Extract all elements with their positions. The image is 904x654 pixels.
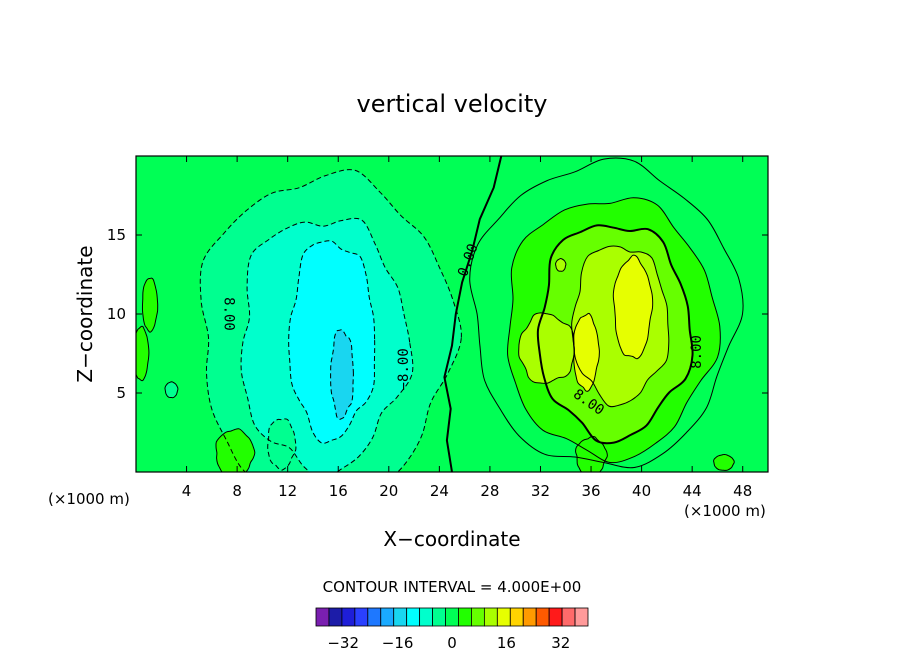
contour-line-8 xyxy=(612,254,654,360)
colorbar-swatch-16 xyxy=(522,607,537,627)
contour-label-1: −8.00 xyxy=(396,348,412,390)
colorbar-label-1: −16 xyxy=(382,634,414,652)
colorbar-swatch-20 xyxy=(574,607,589,627)
colorbar-swatch-7 xyxy=(406,607,421,627)
colorbar: −32 −16 0 16 32 xyxy=(315,607,589,652)
colorbar-swatch-19 xyxy=(561,607,576,627)
contour-region-17 xyxy=(713,454,735,471)
x-tick-label-3: 16 xyxy=(329,482,348,500)
contour-label-4: 8.00 xyxy=(689,335,705,369)
x-tick-label-6: 28 xyxy=(480,482,499,500)
contour-line-17 xyxy=(713,453,735,471)
x-tick-label-7: 32 xyxy=(531,482,550,500)
contour-line-14 xyxy=(215,428,256,472)
contour-interval-text: CONTOUR INTERVAL = 4.000E+00 xyxy=(323,578,582,596)
x-tick-label-2: 12 xyxy=(278,482,297,500)
contour-region-10 xyxy=(518,312,575,384)
colorbar-swatch-0 xyxy=(315,607,330,627)
y-tick-label-1: 10 xyxy=(107,305,126,323)
contour-line-2 xyxy=(288,240,376,444)
contour-line-5 xyxy=(507,197,721,464)
colorbar-label-0: −32 xyxy=(327,634,359,652)
contour-line-16 xyxy=(575,435,608,472)
contour-field: 8.00−8.000.008.008.00 xyxy=(136,156,768,472)
contour-line-15 xyxy=(267,418,297,471)
y-tick-label-0: 5 xyxy=(116,384,126,402)
colorbar-swatch-1 xyxy=(328,607,343,627)
colorbar-label-2: 0 xyxy=(447,634,457,652)
contour-line-18 xyxy=(555,257,567,272)
colorbar-swatch-15 xyxy=(509,607,524,627)
zero-contour-line xyxy=(443,156,503,472)
contour-region-9 xyxy=(573,313,600,392)
contour-region-15 xyxy=(267,418,296,471)
x-tick-label-10: 44 xyxy=(683,482,702,500)
colorbar-swatch-18 xyxy=(548,607,563,627)
colorbar-swatch-13 xyxy=(483,607,498,627)
contour-region-2 xyxy=(288,240,375,444)
colorbar-swatch-10 xyxy=(445,607,459,627)
contour-region-11 xyxy=(142,278,158,333)
colorbar-swatch-5 xyxy=(380,607,395,627)
contour-line-12 xyxy=(136,325,150,382)
colorbar-swatch-3 xyxy=(354,607,369,627)
colorbar-swatch-9 xyxy=(432,607,446,627)
x-unit-left: (×1000 m) xyxy=(48,490,130,508)
contour-line-3 xyxy=(330,329,354,420)
colorbar-swatch-17 xyxy=(535,607,550,627)
colorbar-swatch-12 xyxy=(471,607,485,627)
colorbar-label-3: 16 xyxy=(497,634,516,652)
contour-line-7 xyxy=(571,245,670,408)
colorbar-swatch-6 xyxy=(393,607,408,627)
x-axis: 4 8 12 16 20 24 28 32 36 40 44 48 xyxy=(182,156,752,500)
x-tick-label-1: 8 xyxy=(232,482,242,500)
contour-region-3 xyxy=(330,329,354,420)
contour-line-11 xyxy=(141,277,159,333)
colorbar-swatch-14 xyxy=(496,607,511,627)
chart-title: vertical velocity xyxy=(357,90,548,118)
contour-line-13 xyxy=(164,381,179,399)
colorbar-swatch-4 xyxy=(367,607,382,627)
contour-line-4 xyxy=(469,157,744,469)
contour-line-10 xyxy=(518,312,575,384)
contour-line-6 xyxy=(536,224,694,445)
contour-region-18 xyxy=(555,258,566,272)
x-tick-label-0: 4 xyxy=(182,482,192,500)
colorbar-swatch-2 xyxy=(341,607,356,627)
x-tick-label-4: 20 xyxy=(379,482,398,500)
contour-line-1 xyxy=(240,217,414,472)
x-tick-label-9: 40 xyxy=(632,482,651,500)
x-axis-label: X−coordinate xyxy=(383,527,520,551)
y-tick-label-2: 15 xyxy=(107,226,126,244)
contour-region-13 xyxy=(164,381,178,398)
contour-region-8 xyxy=(613,255,653,359)
colorbar-swatch-8 xyxy=(419,607,433,627)
y-axis: 5 10 15 xyxy=(107,226,768,402)
y-axis-label: Z−coordinate xyxy=(73,245,97,382)
x-tick-label-8: 36 xyxy=(581,482,600,500)
x-unit-right: (×1000 m) xyxy=(684,502,766,520)
colorbar-label-4: 32 xyxy=(551,634,570,652)
contour-label-0: 8.00 xyxy=(220,297,236,331)
x-tick-label-11: 48 xyxy=(733,482,752,500)
contour-region-12 xyxy=(136,326,149,381)
contour-region-16 xyxy=(575,436,608,472)
contour-line-0 xyxy=(199,169,462,472)
colorbar-swatch-11 xyxy=(458,607,472,627)
x-tick-label-5: 24 xyxy=(430,482,449,500)
